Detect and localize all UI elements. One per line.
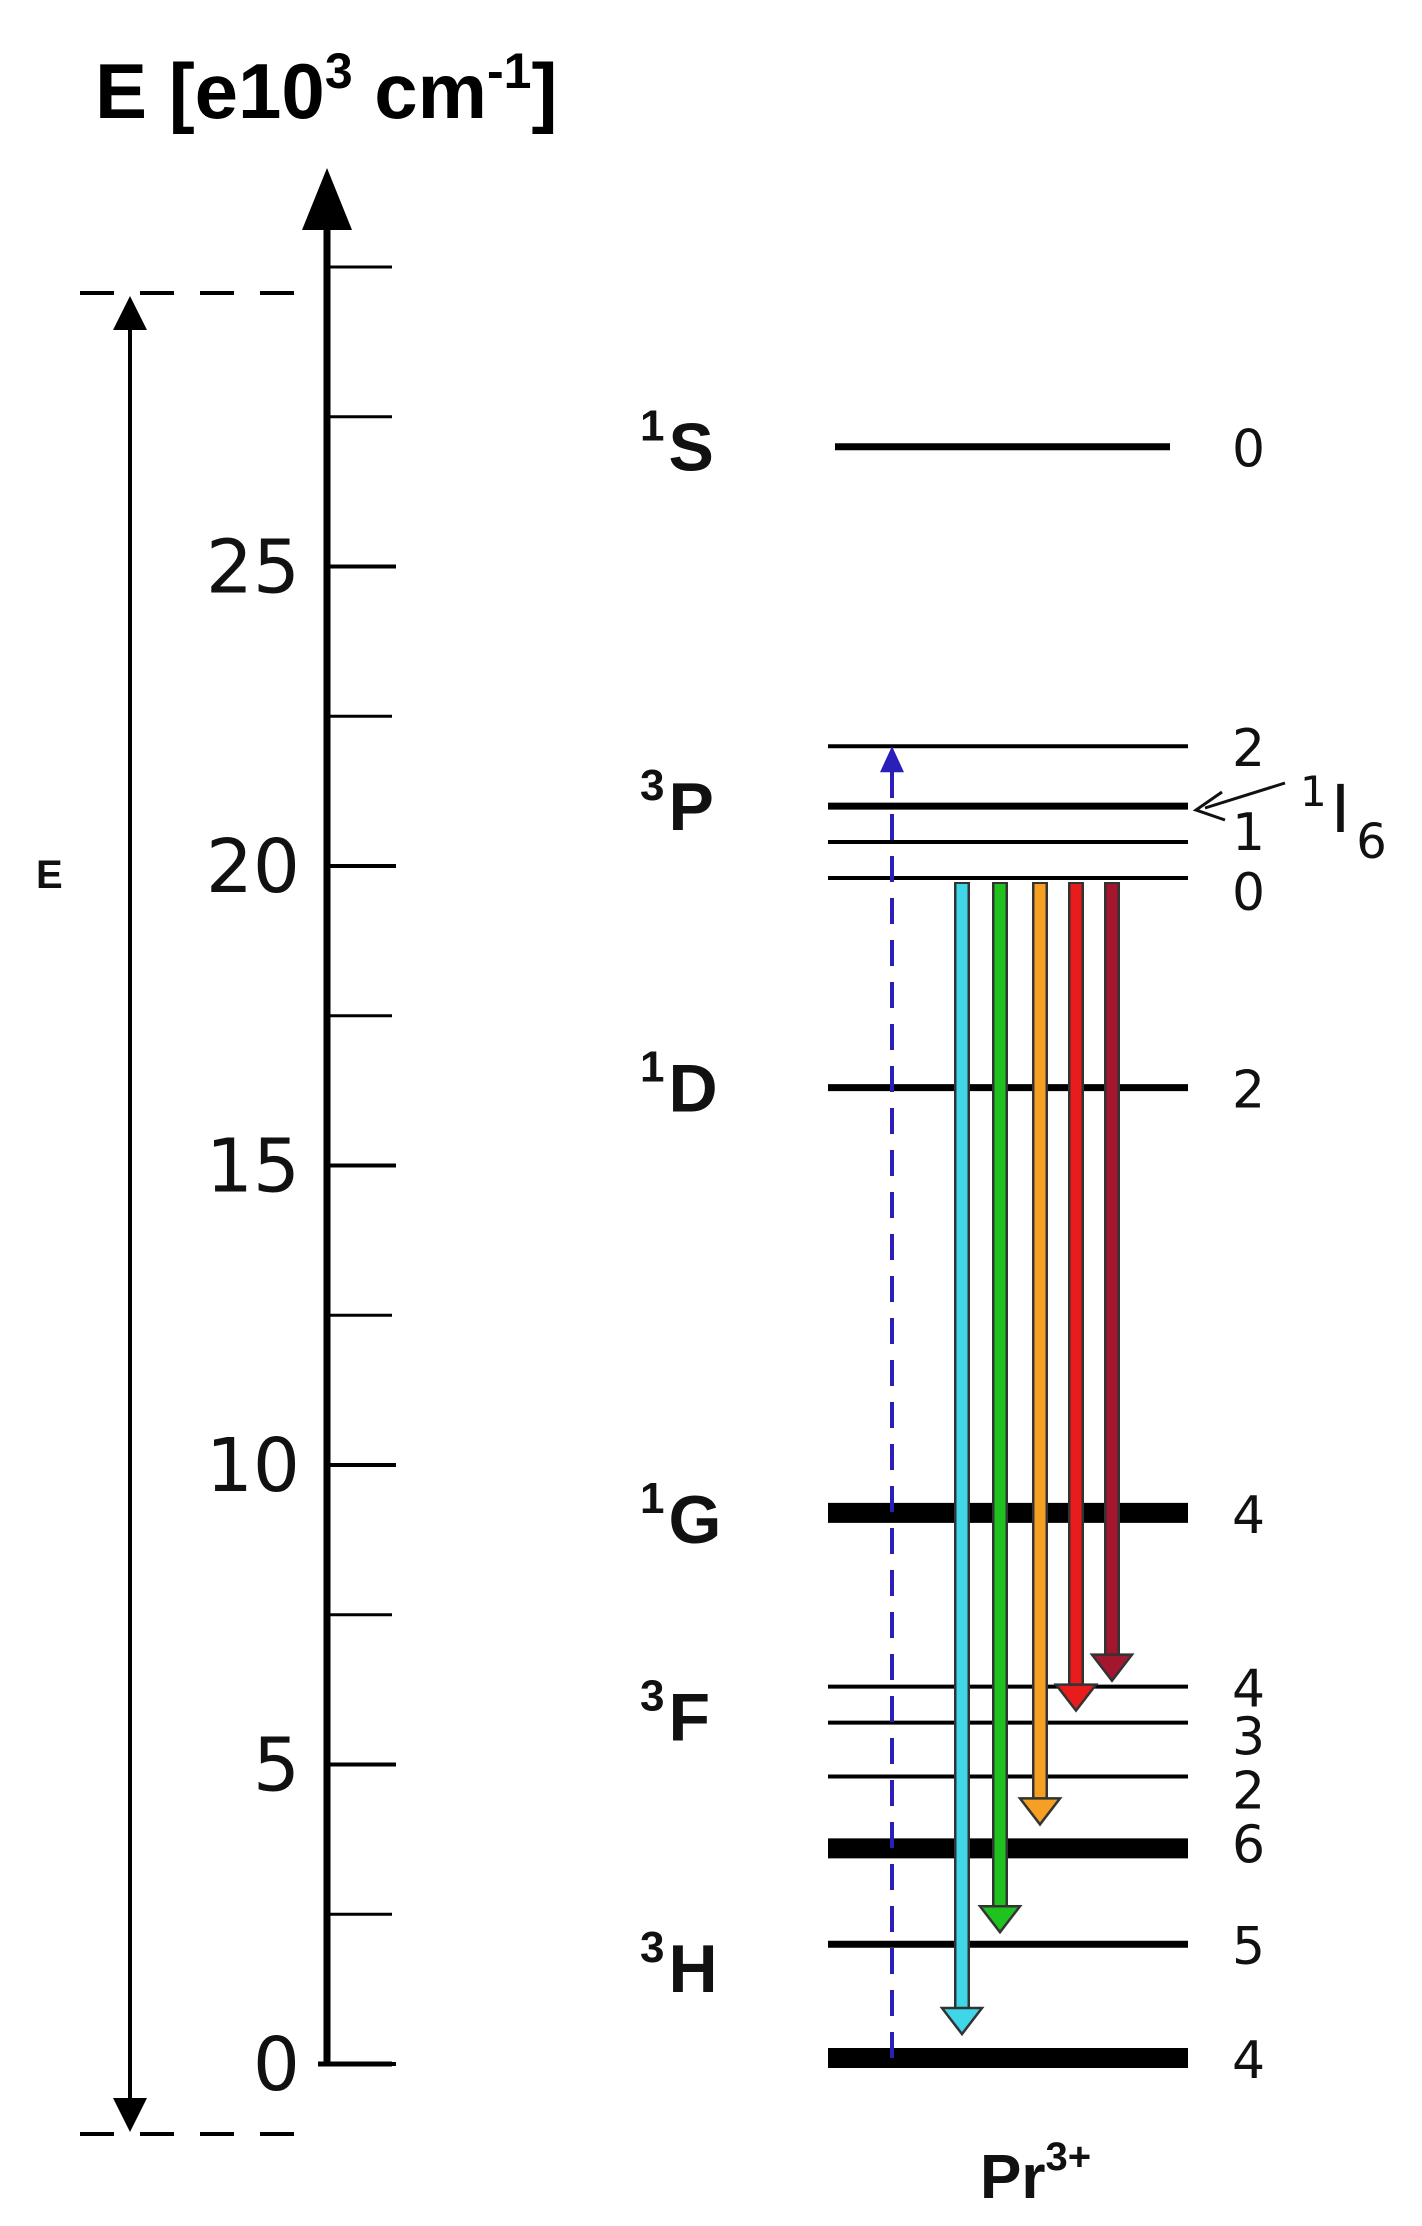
- i6-pointer-head: [1192, 790, 1226, 822]
- term-label: 3H: [640, 1923, 718, 2007]
- emission-arrow-head: [977, 1904, 1023, 1935]
- tick-label: 5: [253, 1723, 300, 1809]
- j-label: 1: [1232, 803, 1265, 863]
- j-label: 5: [1232, 1917, 1265, 1977]
- j-label: 0: [1232, 863, 1265, 923]
- transitions: [880, 746, 1135, 2059]
- axis-arrow-head: [302, 168, 352, 230]
- j-label: 2: [1232, 1761, 1265, 1821]
- j-label: 3: [1232, 1708, 1265, 1768]
- tick-label: 15: [206, 1124, 300, 1210]
- term-label: 1G: [640, 1474, 721, 1558]
- range-label: E: [36, 853, 63, 897]
- j-label: 4: [1232, 1486, 1265, 1546]
- tick-label: 25: [206, 525, 300, 611]
- term-label: 1S: [640, 402, 714, 486]
- i6-label: 1I 6: [1300, 767, 1387, 870]
- j-label: 4: [1232, 2031, 1265, 2091]
- i6-pointer-line: [1204, 781, 1286, 810]
- term-label: 1D: [640, 1043, 718, 1127]
- j-label: 2: [1232, 1061, 1265, 1121]
- emission-arrow-head: [1053, 1683, 1099, 1713]
- tick-label: 20: [206, 824, 300, 910]
- ion-label: Pr3+: [980, 2135, 1091, 2212]
- j-label: 2: [1232, 719, 1265, 779]
- excitation-arrow-head: [880, 746, 904, 773]
- j-label: 6: [1232, 1815, 1265, 1875]
- range-arrow-up: [113, 296, 147, 330]
- j-label: 0: [1232, 420, 1265, 480]
- tick-label: 0: [253, 2022, 300, 2108]
- term-label: 3P: [640, 761, 714, 845]
- j-label: 4: [1232, 1660, 1265, 1720]
- axis-ticks: 0 5 10 15 20 25: [206, 265, 396, 2108]
- emission-arrow-head: [1089, 1653, 1135, 1683]
- range-arrow-down: [113, 2098, 147, 2132]
- term-label: 3F: [640, 1672, 710, 1756]
- tick-label: 10: [206, 1423, 300, 1509]
- emission-arrow-head: [1017, 1797, 1063, 1827]
- term-labels: 1S 3P 1D 1G 3F 3H: [640, 402, 721, 2007]
- axis-title: E [e103 cm-1]: [95, 43, 557, 135]
- emission-arrow-head: [939, 2006, 985, 2037]
